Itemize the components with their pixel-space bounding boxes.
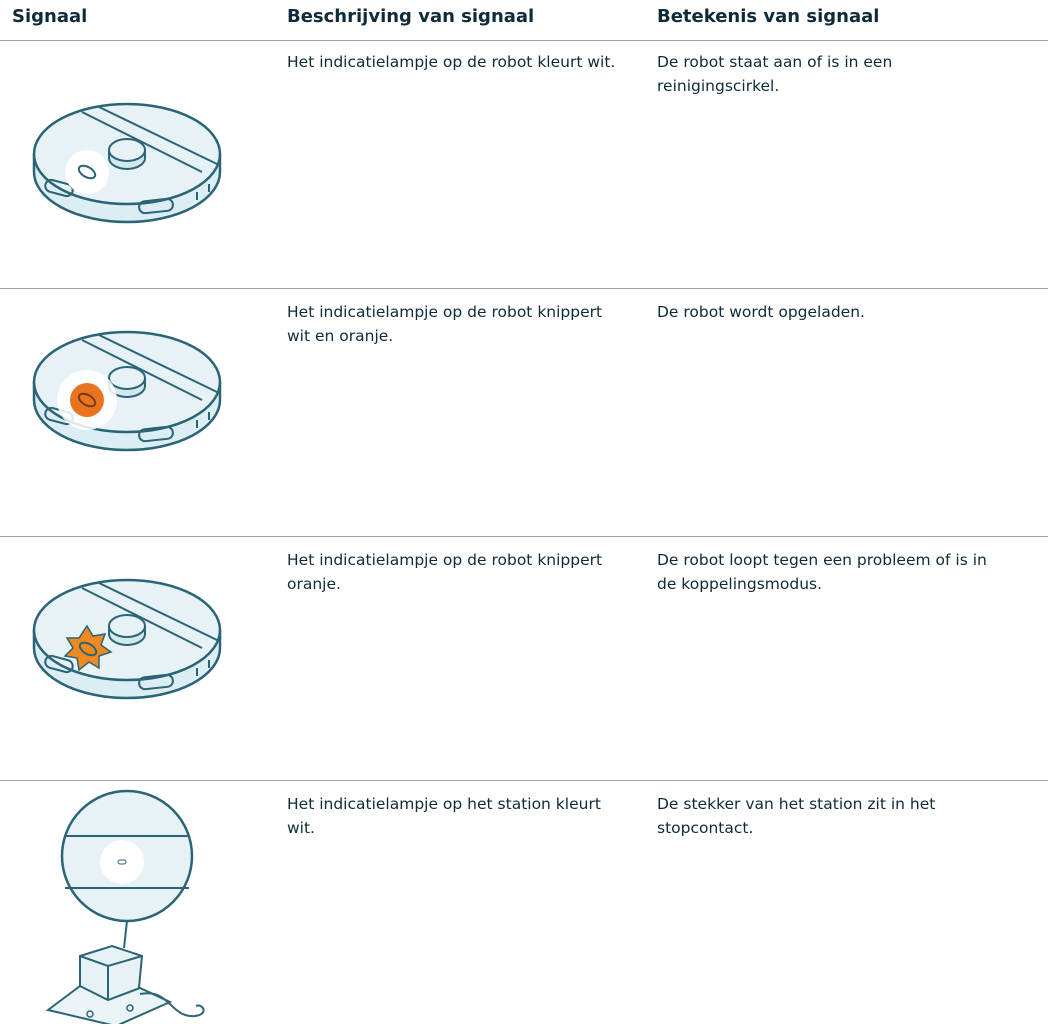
robot-blinking-light	[27, 320, 227, 460]
station-illustration	[45, 789, 205, 1024]
meaning: De stekker van het station zit in het st…	[657, 795, 936, 837]
meaning: De robot wordt opgeladen.	[657, 303, 865, 321]
header-cell: Signaal	[12, 6, 88, 27]
description: Het indicatielampje op de robot kleurt w…	[287, 53, 616, 71]
meaning: De robot loopt tegen een probleem of is …	[657, 551, 987, 593]
description: Het indicatielampje op de robot knippert…	[287, 303, 603, 345]
row-divider	[0, 288, 1048, 289]
header-cell: Beschrijving van signaal	[287, 6, 535, 27]
header-cell: Betekenis van signaal	[657, 6, 880, 27]
robot-orange-light	[27, 568, 227, 708]
description: Het indicatielampje op de robot knippert…	[287, 551, 603, 593]
row-divider	[0, 536, 1048, 537]
meaning: De robot staat aan of is in een reinigin…	[657, 53, 893, 95]
description: Het indicatielampje op het station kleur…	[287, 795, 601, 837]
robot-white-light	[27, 92, 227, 232]
row-divider	[0, 40, 1048, 41]
row-divider	[0, 780, 1048, 781]
